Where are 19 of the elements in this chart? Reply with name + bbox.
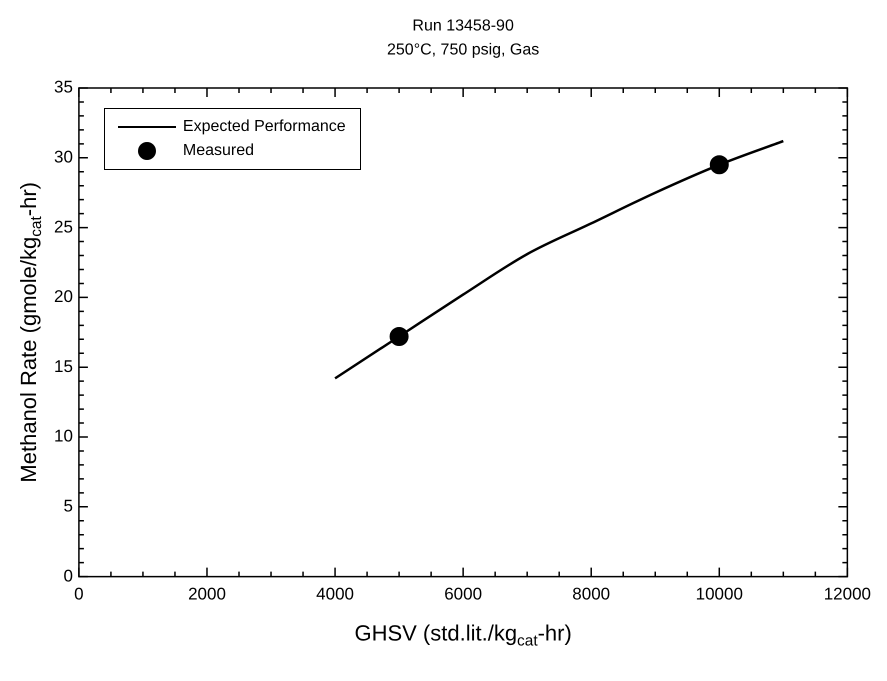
x-tick-label: 2000 xyxy=(188,584,226,604)
legend-label: Expected Performance xyxy=(182,118,346,136)
y-tick-label: 5 xyxy=(63,496,73,516)
chart-title: Run 13458-90 xyxy=(412,17,514,34)
legend-label: Measured xyxy=(182,142,254,160)
y-tick-label: 10 xyxy=(54,426,73,446)
x-tick-label: 8000 xyxy=(572,584,610,604)
x-tick-label: 12000 xyxy=(824,584,872,604)
y-tick-label: 35 xyxy=(54,78,73,97)
chart-subtitle: 250°C, 750 psig, Gas xyxy=(387,41,540,58)
y-tick-label: 0 xyxy=(63,566,73,586)
x-tick-label: 10000 xyxy=(696,584,743,604)
y-axis-title: Methanol Rate (gmole/kgcat-hr) xyxy=(16,182,45,483)
x-tick-label: 4000 xyxy=(316,584,354,604)
x-tick-label: 6000 xyxy=(444,584,482,604)
y-tick-label: 30 xyxy=(54,147,73,166)
y-tick-label: 15 xyxy=(54,356,73,376)
y-tick-label: 25 xyxy=(54,217,73,236)
y-tick-label: 20 xyxy=(54,287,73,306)
